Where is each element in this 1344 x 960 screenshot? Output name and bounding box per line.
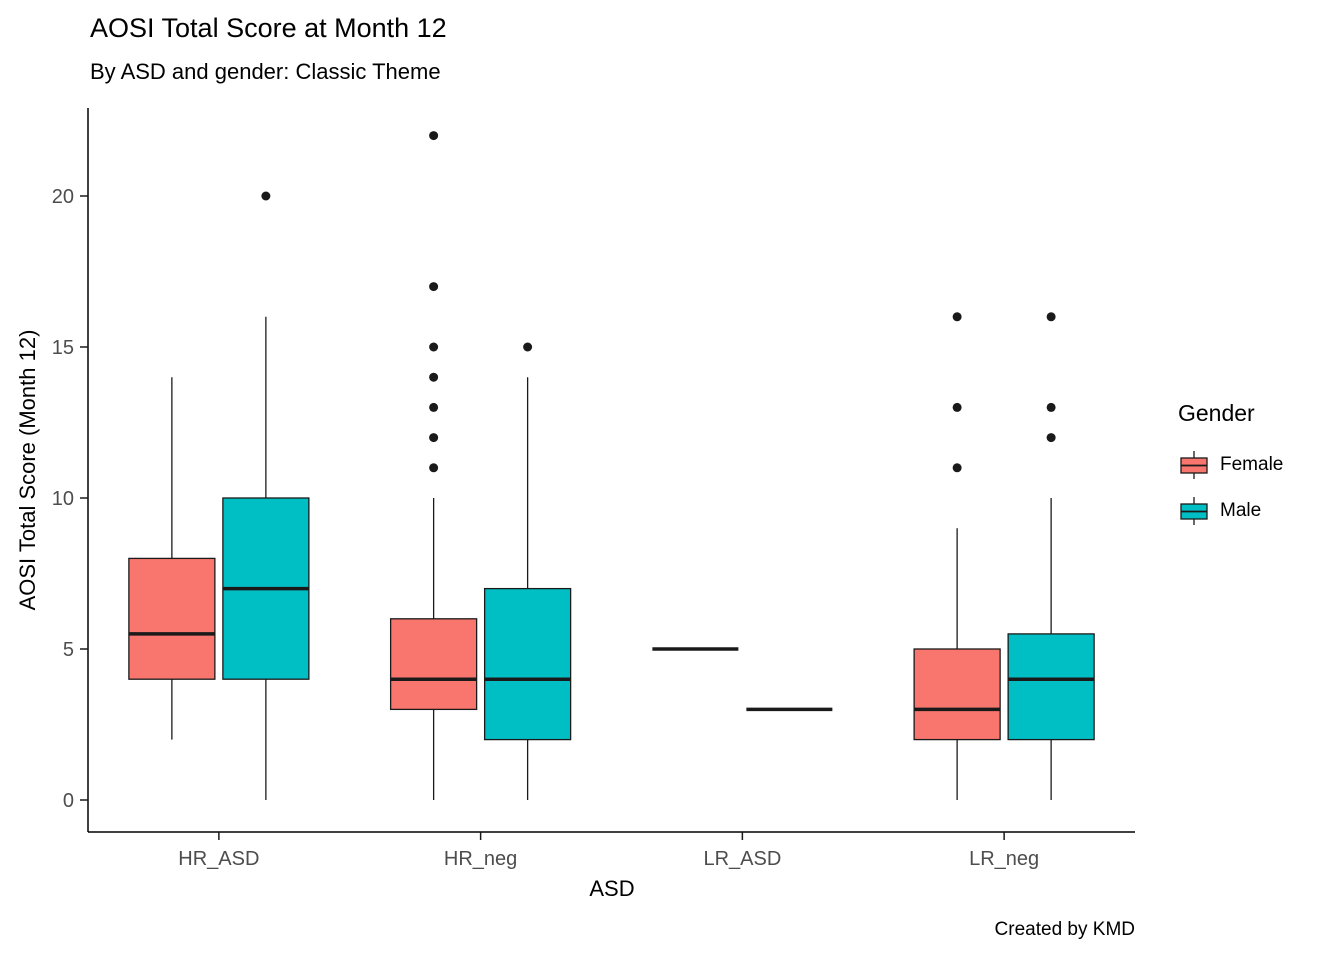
legend-label-female: Female xyxy=(1220,454,1284,475)
legend-title: Gender xyxy=(1178,400,1255,426)
box-lr_neg-female xyxy=(913,648,1001,741)
outlier-point-hr_neg-female xyxy=(429,433,439,443)
outlier-point-hr_neg-female xyxy=(429,342,439,352)
y-tick-label: 10 xyxy=(52,488,74,510)
x-tick-label: LR_neg xyxy=(969,848,1039,870)
y-tick-label: 20 xyxy=(52,186,74,208)
y-tick-label: 15 xyxy=(52,337,74,359)
x-axis-title: ASD xyxy=(589,876,635,901)
outlier-point-hr_neg-female xyxy=(429,372,439,382)
outlier-point-lr_neg-male xyxy=(1046,433,1056,443)
chart-subtitle: By ASD and gender: Classic Theme xyxy=(90,59,441,84)
outlier-point-lr_neg-female xyxy=(952,312,962,322)
outlier-point-lr_neg-male xyxy=(1046,312,1056,322)
box-hr_neg-female xyxy=(389,618,478,711)
x-tick-label: LR_ASD xyxy=(703,848,781,870)
legend-label-male: Male xyxy=(1220,500,1262,521)
boxplot-glyph-icon xyxy=(1180,451,1208,479)
chart-caption: Created by KMD xyxy=(994,919,1135,940)
outlier-point-hr_neg-male xyxy=(523,342,533,352)
box-hr_neg-male xyxy=(483,587,572,741)
y-axis-title: AOSI Total Score (Month 12) xyxy=(15,329,40,611)
boxplot-glyph-icon xyxy=(1180,497,1208,525)
x-tick-label: HR_ASD xyxy=(178,848,259,870)
outlier-point-lr_neg-female xyxy=(952,402,962,412)
y-tick-label: 5 xyxy=(63,639,74,661)
chart-title: AOSI Total Score at Month 12 xyxy=(90,13,447,43)
outlier-point-hr_asd-male xyxy=(261,191,271,201)
outlier-point-lr_neg-female xyxy=(952,463,962,473)
box-lr_neg-male xyxy=(1007,633,1095,741)
legend: Gender Female Male xyxy=(1178,400,1283,541)
outlier-point-lr_neg-male xyxy=(1046,402,1056,412)
outlier-point-hr_neg-female xyxy=(429,131,439,141)
legend-key-male: Male xyxy=(1178,495,1283,527)
outlier-point-hr_neg-female xyxy=(429,282,439,292)
x-tick-label: HR_neg xyxy=(444,848,517,870)
legend-key-female: Female xyxy=(1178,449,1283,481)
outlier-point-hr_neg-female xyxy=(429,402,439,412)
box-hr_asd-female xyxy=(128,557,216,680)
outlier-point-hr_neg-female xyxy=(429,463,439,473)
y-tick-label: 0 xyxy=(63,790,74,812)
